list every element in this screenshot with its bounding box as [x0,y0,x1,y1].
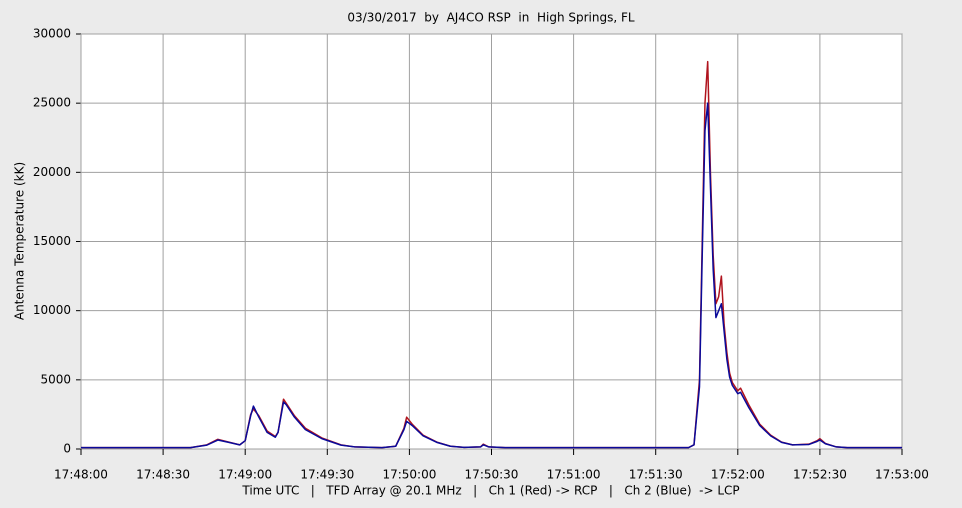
x-tick-label: 17:52:30 [793,468,847,482]
x-tick-label: 17:53:00 [875,468,929,482]
x-tick-label: 17:50:30 [465,468,519,482]
y-tick-label: 0 [63,442,71,456]
y-tick-label: 5000 [40,372,71,386]
y-axis-label: Antenna Temperature (kK) [13,162,27,320]
y-tick-label: 20000 [33,165,71,179]
x-tick-label: 17:52:00 [711,468,765,482]
x-axis-label: Time UTC | TFD Array @ 20.1 MHz | Ch 1 (… [241,484,739,498]
x-tick-label: 17:48:30 [136,468,190,482]
x-tick-label: 17:49:30 [300,468,354,482]
y-tick-label: 10000 [33,303,71,317]
y-tick-label: 15000 [33,234,71,248]
x-tick-label: 17:48:00 [54,468,108,482]
x-tick-label: 17:49:00 [218,468,272,482]
chart-title: 03/30/2017 by AJ4CO RSP in High Springs,… [347,11,634,25]
y-tick-label: 25000 [33,96,71,110]
y-tick-label: 30000 [33,27,71,41]
series-line [81,102,902,449]
x-tick-label: 17:51:30 [629,468,683,482]
x-tick-label: 17:51:00 [547,468,601,482]
x-tick-label: 17:50:00 [382,468,436,482]
